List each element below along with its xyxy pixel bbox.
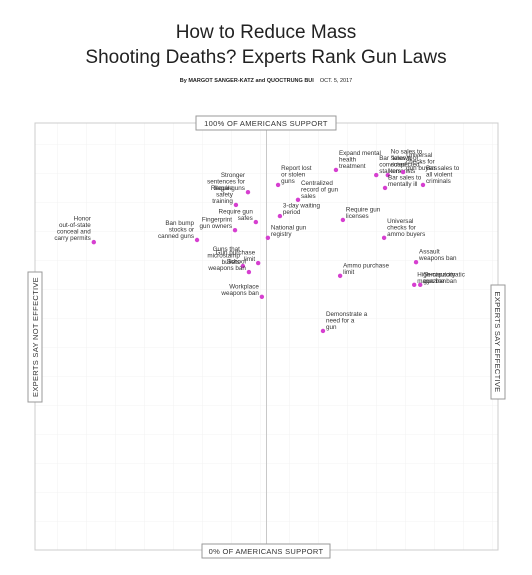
point-label: Gun purchase limit — [216, 250, 256, 264]
axis-box — [490, 284, 506, 400]
point — [413, 260, 419, 265]
point-label: Fingerprint gun owners — [199, 217, 232, 231]
axis-box — [201, 543, 331, 559]
point-label: Ban bump stocks or canned guns — [158, 220, 195, 240]
points: Honor out-of-state conceal and carry permit… — [54, 149, 465, 334]
point-label: Require gun licenses — [346, 206, 381, 220]
point-label: Bar sales to mentally ill — [388, 174, 422, 188]
point — [275, 182, 281, 188]
point-label: Semiautomatic gun ban — [423, 271, 465, 285]
point — [337, 273, 343, 279]
point — [245, 189, 251, 195]
y-bottom-label: 0% OF AMERICANS SUPPORT — [209, 547, 324, 556]
point-label: Honor out-of-state conceal and carry permit… — [54, 216, 91, 243]
point — [194, 237, 200, 243]
point — [333, 167, 339, 173]
point-label: Universal checks for gun buyers — [406, 152, 437, 172]
point — [295, 197, 301, 203]
point-label: Universal checks for ammo buyers — [387, 218, 425, 238]
x-left-label: EXPERTS SAY NOT EFFECTIVE — [31, 277, 40, 397]
point-label: Guns that microstamp bullets — [207, 246, 240, 266]
point — [277, 213, 283, 219]
point — [382, 185, 388, 191]
point — [418, 282, 423, 288]
point-label: Centralized record of gun sales — [301, 180, 339, 200]
point-label: Bar sales to convicted stalkers — [379, 155, 413, 175]
point-label: High-capacity magazine ban — [417, 271, 457, 285]
point-label: Stronger sentences for illegal guns — [207, 172, 245, 192]
point-label: Expand mental health treatment — [339, 150, 381, 170]
point-label: School weapons ban — [207, 259, 246, 273]
point — [246, 269, 252, 275]
point — [259, 294, 265, 299]
point-label: Assault weapons ban — [418, 249, 457, 263]
point — [265, 235, 271, 241]
axis-box — [27, 271, 43, 403]
point-label: National gun registry — [271, 224, 307, 238]
point-label: Workplace weapons ban — [220, 283, 259, 297]
point — [253, 219, 259, 225]
point — [411, 282, 417, 288]
byline-author: By MARGOT SANGER-KATZ and QUOCTRUNG BUI — [180, 78, 315, 84]
point — [420, 182, 426, 188]
point — [400, 169, 406, 175]
point — [255, 260, 261, 266]
point-label: Ammo purchase limit — [343, 262, 389, 276]
point — [232, 227, 238, 233]
byline-date: OCT. 5, 2017 — [320, 78, 352, 84]
axis-box — [195, 115, 337, 131]
point — [240, 263, 246, 269]
chart-title: How to Reduce Mass Shooting Deaths? Exper… — [85, 22, 446, 68]
point-label: Demonstrate a need for a gun — [326, 311, 368, 331]
y-top-label: 100% OF AMERICANS SUPPORT — [204, 119, 328, 128]
point-label: Require safety training — [211, 185, 234, 205]
point — [385, 172, 391, 178]
point-label: Require gun safes — [219, 209, 254, 223]
point — [91, 239, 97, 245]
point — [320, 328, 326, 334]
point-label: Report lost or stolen guns — [281, 165, 312, 185]
point — [340, 217, 346, 223]
point — [374, 172, 379, 178]
point-label: Bar sales to all violent criminals — [426, 165, 460, 185]
point-label: 3-day waiting period — [283, 203, 321, 217]
byline: By MARGOT SANGER-KATZ and QUOCTRUNG BUI O… — [180, 78, 352, 84]
x-right-label: EXPERTS SAY EFFECTIVE — [493, 292, 502, 393]
point — [381, 235, 387, 241]
point — [233, 202, 239, 208]
